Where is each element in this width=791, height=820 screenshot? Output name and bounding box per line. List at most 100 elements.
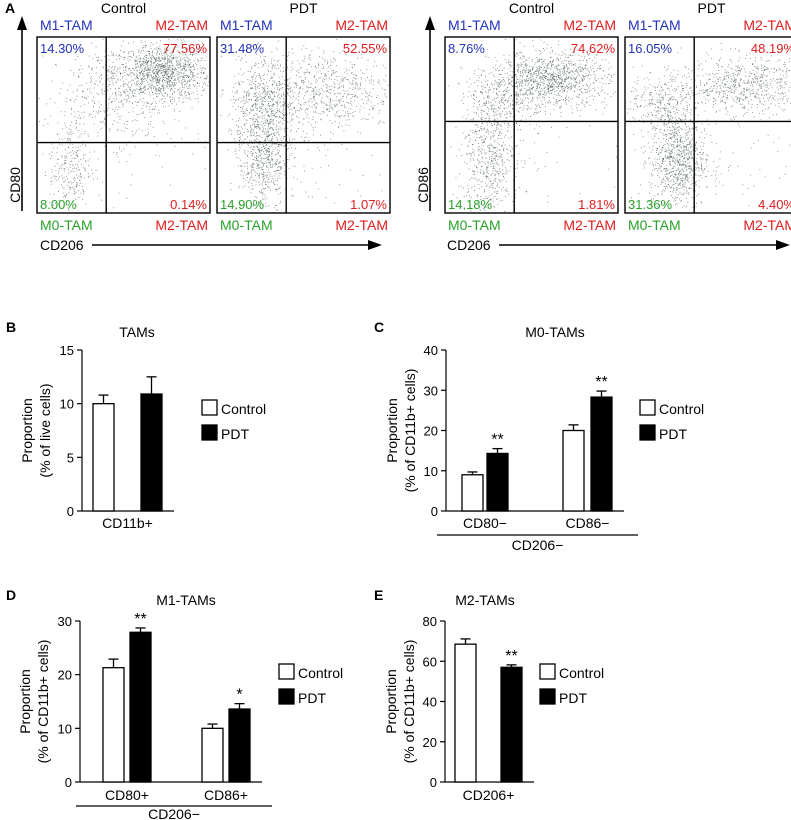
data-point	[164, 98, 166, 100]
data-point	[80, 133, 82, 135]
data-point	[188, 86, 190, 87]
data-point	[560, 112, 562, 114]
data-point	[298, 99, 299, 101]
data-point	[151, 75, 152, 77]
data-point	[161, 55, 163, 56]
data-point	[561, 88, 563, 90]
data-point	[510, 70, 511, 72]
data-point	[276, 126, 278, 128]
data-point	[255, 118, 257, 120]
data-point	[156, 93, 158, 95]
data-point	[62, 128, 64, 130]
data-point	[288, 52, 290, 53]
data-point	[163, 74, 165, 76]
data-point	[297, 60, 299, 62]
data-point	[174, 68, 176, 70]
data-point	[65, 100, 67, 102]
data-point	[584, 106, 586, 107]
data-point	[521, 88, 523, 90]
data-point	[165, 57, 166, 59]
data-point	[585, 92, 586, 93]
data-point	[269, 155, 271, 157]
data-point	[528, 81, 530, 83]
data-point	[144, 68, 146, 70]
data-point	[387, 84, 389, 86]
data-point	[335, 76, 337, 78]
data-point	[536, 66, 538, 68]
data-point	[525, 93, 527, 95]
data-point	[254, 132, 256, 134]
data-point	[240, 159, 241, 161]
data-point	[267, 86, 269, 87]
data-point	[163, 71, 165, 73]
data-point	[546, 91, 548, 93]
data-point	[266, 119, 268, 121]
data-point	[87, 175, 89, 177]
data-point	[376, 65, 377, 67]
data-point	[544, 83, 546, 84]
data-point	[149, 74, 151, 76]
data-point	[79, 85, 81, 87]
data-point	[592, 60, 594, 62]
data-point	[355, 83, 357, 85]
data-point	[65, 98, 67, 99]
data-point	[63, 192, 65, 194]
data-point	[563, 65, 565, 67]
data-point	[151, 74, 152, 76]
data-point	[192, 53, 194, 55]
data-point	[239, 84, 241, 86]
data-point	[321, 102, 322, 104]
data-point	[250, 110, 252, 112]
data-point	[296, 82, 297, 84]
data-point	[254, 124, 256, 126]
data-point	[128, 68, 129, 70]
data-point	[119, 67, 121, 68]
data-point	[158, 82, 160, 84]
data-point	[107, 70, 109, 72]
data-point	[181, 94, 183, 96]
data-point	[548, 97, 550, 98]
data-point	[502, 97, 504, 99]
data-point	[245, 153, 246, 155]
data-point	[199, 77, 201, 78]
data-point	[117, 129, 119, 131]
data-point	[366, 103, 368, 105]
data-point	[141, 78, 143, 80]
data-point	[587, 90, 589, 92]
data-point	[114, 66, 116, 68]
data-point	[141, 113, 143, 114]
data-point	[540, 90, 542, 92]
data-point	[262, 83, 264, 84]
data-point	[240, 107, 242, 108]
data-point	[542, 82, 544, 84]
data-point	[268, 152, 270, 154]
data-point	[126, 100, 128, 101]
data-point	[150, 42, 152, 44]
data-point	[240, 165, 242, 167]
data-point	[258, 168, 260, 169]
data-point	[108, 70, 110, 72]
data-point	[315, 108, 317, 110]
data-point	[264, 140, 266, 142]
data-point	[103, 55, 105, 57]
data-point	[356, 87, 358, 89]
data-point	[156, 85, 158, 86]
data-point	[113, 120, 115, 122]
data-point	[267, 157, 269, 159]
data-point	[201, 70, 202, 72]
data-point	[587, 54, 589, 56]
data-point	[582, 85, 584, 86]
data-point	[324, 59, 326, 61]
data-point	[155, 74, 156, 76]
data-point	[144, 86, 146, 88]
data-point	[566, 66, 567, 68]
data-point	[155, 58, 157, 60]
data-point	[132, 120, 134, 122]
data-point	[551, 77, 553, 79]
data-point	[277, 103, 279, 105]
data-point	[270, 107, 272, 109]
data-point	[290, 86, 292, 88]
data-point	[248, 90, 249, 92]
data-point	[267, 132, 269, 134]
data-point	[138, 74, 140, 76]
